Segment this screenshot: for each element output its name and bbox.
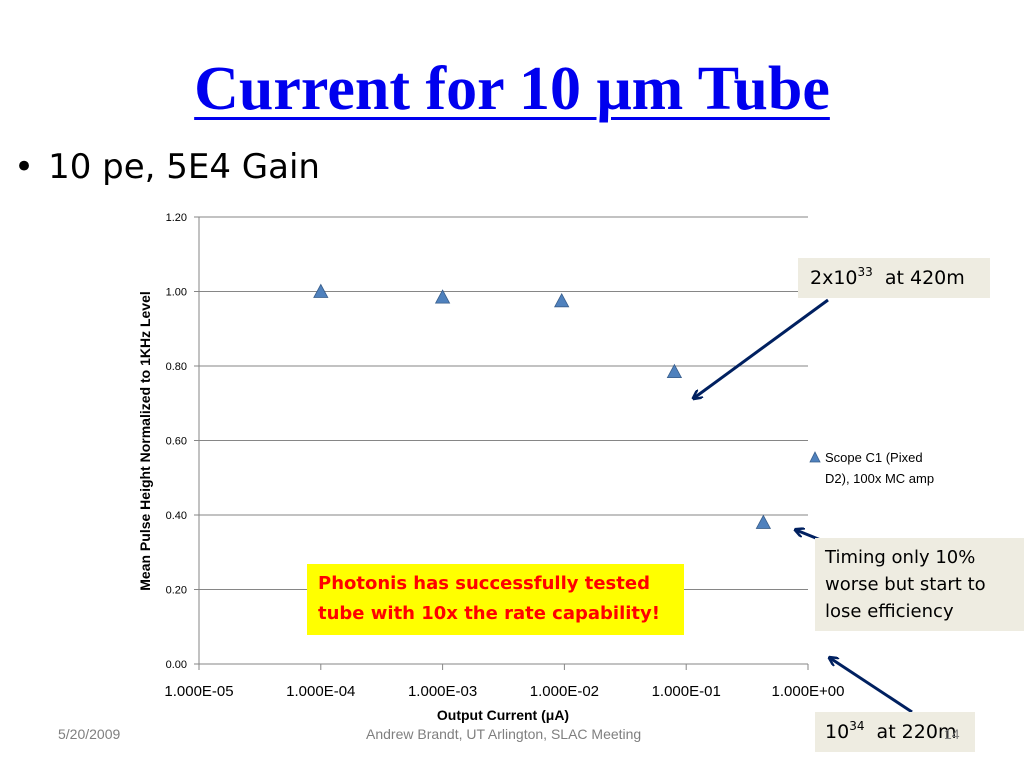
y-tick-label: 1.00 [166, 287, 187, 299]
data-point [666, 363, 683, 378]
y-axis-label: Mean Pulse Height Normalized to 1KHz Lev… [137, 291, 153, 591]
x-tick-labels: 1.000E-05 1.000E-04 1.000E-03 1.000E-02 1.00… [164, 683, 844, 700]
y-tick-label: 0.20 [166, 585, 187, 597]
photonis-highlight-box: Photonis has successfully tested tube wi… [307, 564, 684, 635]
data-point [434, 289, 451, 304]
callout-220m-exponent: 34 [849, 719, 865, 733]
arrow-to-420m [694, 298, 829, 398]
callout-420m-exponent: 33 [857, 265, 873, 279]
arrow-to-220m [830, 658, 913, 714]
x-tick-label: 1.000E-04 [286, 683, 355, 700]
y-tick-label: 0.80 [166, 361, 187, 373]
bullet-text: 10 pe, 5E4 Gain [48, 147, 320, 187]
legend-label-line1: Scope C1 (Pixed [825, 450, 923, 465]
callout-220m-text: at 220m [864, 721, 957, 743]
callout-220m-base: 10 [825, 721, 850, 743]
slide-title: Current for 10 μm Tube [194, 55, 830, 123]
annotation-arrows [694, 298, 913, 714]
callout-420m: 2x1033 at 420m [798, 258, 990, 298]
y-tick-labels: 0.00 0.20 0.40 0.60 0.80 1.00 1.20 [166, 212, 187, 671]
y-tick-label: 0.40 [166, 510, 187, 522]
callout-220m: 1034 at 220m [815, 712, 975, 752]
bullet-icon: • [14, 147, 35, 187]
y-tick-label: 0.00 [166, 659, 187, 671]
x-tick-label: 1.000E-02 [530, 683, 599, 700]
x-tick-label: 1.000E+00 [772, 683, 845, 700]
callout-420m-text: at 420m [872, 267, 965, 289]
legend-marker-icon [809, 451, 821, 463]
legend-label-line2: D2), 100x MC amp [825, 471, 934, 486]
bullet-point: • 10 pe, 5E4 Gain [14, 150, 320, 184]
y-tick-label: 1.20 [166, 212, 187, 224]
footer-presenter: Andrew Brandt, UT Arlington, SLAC Meetin… [366, 726, 642, 742]
legend-label: Scope C1 (Pixed D2), 100x MC amp [825, 450, 934, 486]
chart-axes [194, 216, 809, 670]
x-tick-label: 1.000E-01 [652, 683, 721, 700]
footer-date: 5/20/2009 [58, 726, 121, 742]
callout-timing: Timing only 10% worse but start to lose … [815, 538, 1024, 631]
x-tick-label: 1.000E-03 [408, 683, 477, 700]
legend: Scope C1 (Pixed D2), 100x MC amp [809, 450, 934, 486]
x-tick-label: 1.000E-05 [164, 683, 233, 700]
data-point [554, 292, 570, 308]
x-axis-label: Output Current (μA) [437, 707, 569, 723]
callout-420m-base: 2x10 [810, 267, 858, 289]
footer-page-number: 14 [944, 726, 960, 742]
data-point [313, 283, 329, 298]
y-tick-label: 0.60 [166, 436, 187, 448]
chart-grid [199, 216, 808, 590]
data-points [313, 283, 772, 529]
data-point [755, 514, 772, 529]
